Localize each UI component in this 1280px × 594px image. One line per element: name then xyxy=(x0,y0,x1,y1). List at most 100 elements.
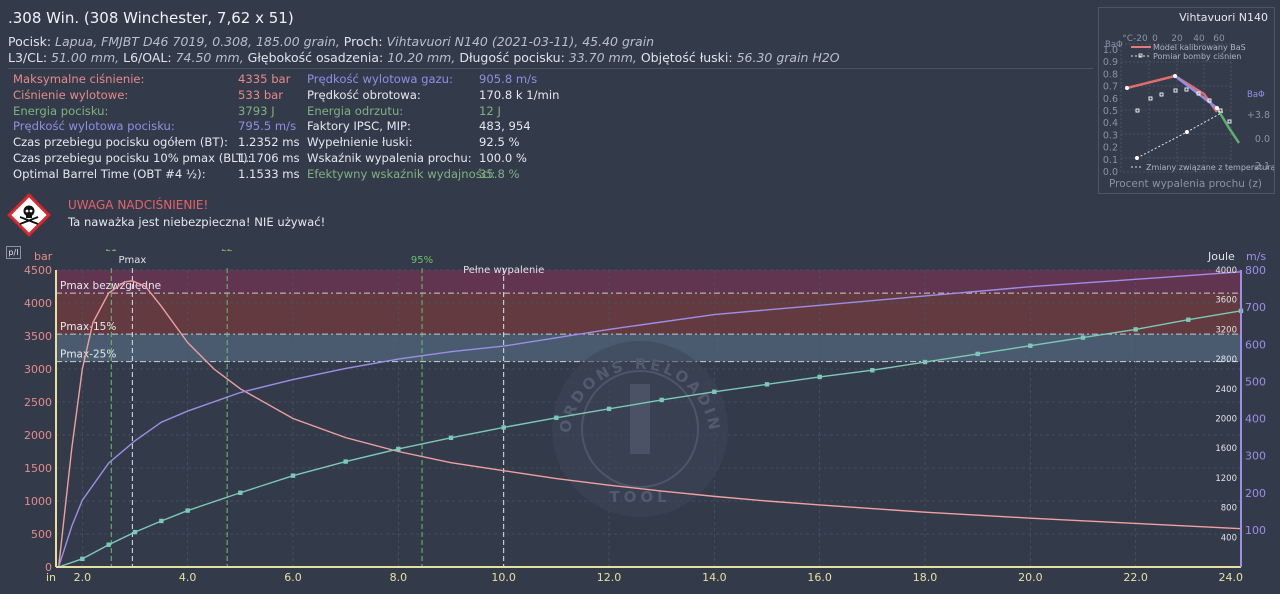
mini-point xyxy=(1173,74,1177,78)
bullet-length-value: 33.70 mm, xyxy=(568,50,637,65)
stat-right-label: Wypełnienie łuski: xyxy=(307,135,413,150)
skull-crossbones-icon xyxy=(7,193,51,237)
watermark-tool: TOOL xyxy=(609,488,670,506)
y-left-tick: 1000 xyxy=(24,495,52,508)
mini-chart-title: Vihtavuori N140 xyxy=(1179,11,1268,24)
stat-right-label: Energia odrzutu: xyxy=(307,103,404,118)
x-tick: 20.0 xyxy=(1018,571,1043,584)
energy-point xyxy=(712,389,717,394)
stat-left-label: Prędkość wylotowa pocisku: xyxy=(13,119,175,134)
mini-right-tick: +3.8 xyxy=(1247,110,1270,121)
mini-bomb-measurements xyxy=(1135,87,1232,124)
stat-right-value: 92.5 % xyxy=(479,135,520,150)
velocity-line xyxy=(57,271,1242,568)
y-left-tick: 1500 xyxy=(24,462,52,475)
mini-point xyxy=(1135,156,1139,160)
y-energy-tick: 3200 xyxy=(1215,325,1237,335)
x-tick: 2.0 xyxy=(74,571,92,584)
stat-right-label: Wskaźnik wypalenia prochu: xyxy=(307,151,472,165)
y-speed-tick: 300 xyxy=(1245,450,1266,463)
stat-right-label: Faktory IPSC, MIP: xyxy=(307,119,411,134)
y-energy-tick: 400 xyxy=(1221,533,1237,543)
mini-top-tick: 40 xyxy=(1193,34,1205,44)
energy-point xyxy=(396,446,401,452)
y-energy-tick: 2000 xyxy=(1215,415,1237,425)
mini-left-tick: 0.8 xyxy=(1103,69,1118,80)
stat-right-label: Prędkość obrotowa: xyxy=(307,87,421,102)
x-tick: 8.0 xyxy=(390,571,408,584)
energy-point xyxy=(659,397,664,403)
y-energy-tick: 2400 xyxy=(1215,385,1237,395)
energy-point xyxy=(975,351,980,357)
mini-ticks: 1.00.90.80.70.60.50.40.30.20.10.0°C-20 0 2… xyxy=(1103,34,1270,178)
y-energy-tick: 2800 xyxy=(1215,355,1237,365)
l6-label: L6/OAL: xyxy=(123,50,172,65)
mini-right-tick: 0.0 xyxy=(1255,134,1270,145)
bullet-powder-line: Pocisk: Lapua, FMJBT D46 7019, 0.308, 18… xyxy=(8,34,654,49)
watermark-ring xyxy=(581,370,699,488)
marker-label: Pełne wypalenie xyxy=(463,265,544,276)
mini-legend-measurement: Pomiar bomby ciśnien xyxy=(1153,51,1241,61)
pi-toggle-button[interactable]: p/I xyxy=(6,246,21,259)
warning-text: Ta naważka jest niebezpieczna! NIE używa… xyxy=(68,215,326,229)
y-speed-tick: 600 xyxy=(1245,338,1266,351)
dimensions-line: L3/CL: 51.00 mm, L6/OAL: 74.50 mm, Głębo… xyxy=(8,50,840,65)
y-energy-tick: 1200 xyxy=(1215,474,1237,484)
energy-point xyxy=(1028,343,1033,348)
case-volume-value: 56.30 grain H2O xyxy=(736,50,840,65)
l3-label: L3/CL: xyxy=(8,50,48,65)
mini-left-tick: 0.7 xyxy=(1103,82,1118,93)
mini-left-tick: 0.6 xyxy=(1103,94,1118,105)
y-energy-tick: 3600 xyxy=(1215,296,1237,306)
stat-left-label: Czas przebiegu pocisku ogółem (BT): xyxy=(13,135,228,150)
header-divider xyxy=(8,68,1093,69)
energy-point xyxy=(606,406,612,412)
y-speed-tick: 800 xyxy=(1245,264,1266,277)
energy-point xyxy=(343,459,348,464)
powder-model-mini-chart[interactable]: Vihtavuori N140 Model kalibrowany BaS Po… xyxy=(1098,7,1275,194)
energy-point xyxy=(159,518,164,524)
mini-legend-model: Model kalibrowany BaS xyxy=(1153,43,1246,52)
marker-label: z1 xyxy=(105,249,117,254)
seat-depth-label: Głębokość osadzenia: xyxy=(247,50,384,65)
main-chart[interactable]: Pmax bezwzględnePmax-15%Pmax-25%GORDONS … xyxy=(0,249,1280,594)
mini-top-tick: 20 xyxy=(1171,34,1183,44)
x-tick: 6.0 xyxy=(284,571,302,584)
energy-point xyxy=(132,529,138,535)
x-tick: 16.0 xyxy=(807,571,832,584)
y-left-tick: 2000 xyxy=(24,429,52,442)
watermark-rifle-icon xyxy=(630,384,650,454)
band-label: Pmax-15% xyxy=(60,321,116,333)
pressure-line xyxy=(57,280,1242,568)
case-volume-label: Objętość łuski: xyxy=(640,50,733,65)
mini-chart-svg: Model kalibrowany BaS Pomiar bomby ciśni… xyxy=(1103,34,1274,190)
stat-right-label: Prędkość wylotowa gazu: xyxy=(307,72,453,86)
stat-left-value: 533 bar xyxy=(238,87,284,102)
marker-label: Pmax xyxy=(118,255,146,266)
y-left-tick: 3000 xyxy=(24,363,52,376)
energy-point xyxy=(238,490,243,495)
x-tick: 22.0 xyxy=(1123,571,1148,584)
warning-title: UWAGA NADCIŚNIENIE! xyxy=(68,198,209,212)
seat-depth-value: 10.20 mm, xyxy=(387,50,456,65)
stat-left-value: 1.1706 ms xyxy=(238,151,300,165)
mini-left-unit: BaΦ xyxy=(1105,40,1123,50)
y-left-tick: 0 xyxy=(45,561,52,574)
stat-left-value: 3793 J xyxy=(238,103,275,118)
energy-point xyxy=(870,368,875,373)
stat-left-label: Czas przebiegu pocisku 10% pmax (BLT): xyxy=(13,151,252,165)
mini-left-tick: 0.2 xyxy=(1103,143,1118,154)
y-left-tick: 2500 xyxy=(24,396,52,409)
y-left-tick: 500 xyxy=(31,528,52,541)
mini-x-label: Procent wypalenia prochu (z) xyxy=(1109,178,1262,190)
y-left-label: bar xyxy=(34,250,53,263)
y-speed-tick: 200 xyxy=(1245,487,1266,500)
mini-legend-marker-measurement xyxy=(1138,53,1143,58)
stat-right-label: Efektywny wskaźnik wydajności: xyxy=(307,166,496,181)
pressure-band xyxy=(56,293,1241,335)
x-tick: 12.0 xyxy=(597,571,622,584)
y-energy-tick: 800 xyxy=(1221,504,1237,514)
mini-point xyxy=(1215,106,1219,110)
mini-plot-area xyxy=(1120,43,1232,173)
mini-left-tick: 1.0 xyxy=(1103,45,1118,56)
